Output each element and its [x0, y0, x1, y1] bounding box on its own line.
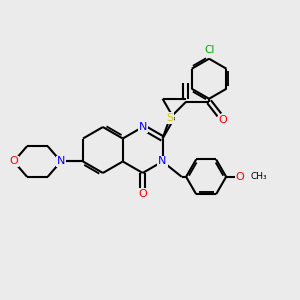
- Text: N: N: [158, 157, 167, 166]
- Text: O: O: [9, 157, 18, 166]
- Text: CH₃: CH₃: [251, 172, 268, 181]
- Text: N: N: [139, 122, 147, 132]
- Text: S: S: [167, 113, 173, 123]
- Text: Cl: Cl: [204, 45, 214, 55]
- Text: N: N: [57, 157, 65, 166]
- Text: O: O: [138, 189, 147, 199]
- Text: O: O: [218, 115, 227, 125]
- Text: O: O: [236, 172, 244, 182]
